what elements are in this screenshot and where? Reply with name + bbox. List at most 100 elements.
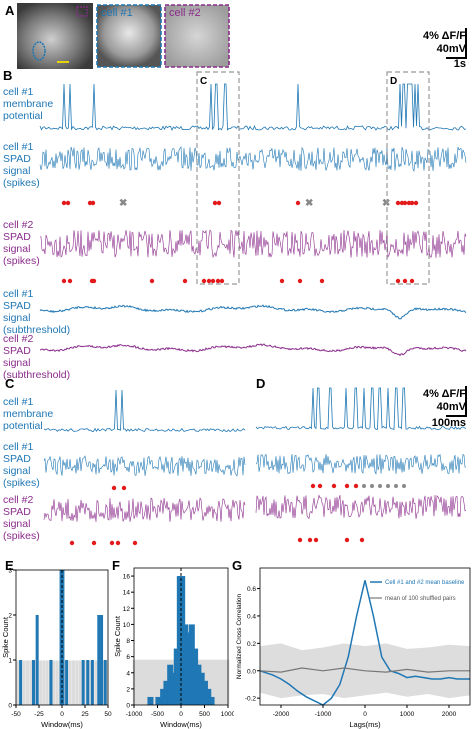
x-tick-label: 1000 — [400, 711, 415, 718]
spike-dot — [149, 278, 155, 284]
spike-dot — [61, 278, 67, 284]
shuffled-bar — [55, 660, 59, 705]
shuffled-bar — [209, 659, 216, 705]
scale-cd-dff: 4% ΔF/F — [423, 388, 466, 400]
y-axis-label: Spike Count — [1, 616, 10, 658]
x-tick-label: 25 — [81, 711, 89, 718]
y-axis-label: Spike Count — [113, 615, 122, 657]
spike-dot — [215, 278, 221, 284]
scale-a-time: 1s — [453, 58, 466, 70]
shuffled-bar — [29, 660, 33, 705]
spike-dot — [297, 278, 303, 284]
panel-cd-traces — [43, 387, 467, 546]
spike-dot — [295, 200, 301, 206]
trace-c-cell2-spad — [43, 497, 246, 523]
shuffled-bar — [159, 659, 166, 705]
spike-dot — [331, 483, 337, 489]
shuffled-bar — [146, 659, 153, 705]
shuffled-bar — [42, 660, 46, 705]
panel-label-c: C — [5, 376, 15, 391]
count-bar — [147, 696, 154, 705]
x-axis-label: Window(ms) — [41, 720, 83, 729]
y-tick-label: 12 — [123, 606, 131, 613]
panel-label-a: A — [5, 3, 15, 18]
scale-a-dff: 4% ΔF/F — [423, 30, 466, 42]
panel-label-b: B — [3, 68, 13, 83]
series-line-baseline — [259, 580, 470, 706]
count-bar — [59, 570, 63, 705]
trace-c-cell1-vm — [43, 389, 246, 432]
shuffled-bar — [213, 659, 220, 705]
y-tick-label: 0.2 — [247, 641, 256, 648]
series-line-shuffled — [259, 667, 470, 673]
panel-label-g: G — [232, 558, 243, 573]
y-tick-label: 0.4 — [247, 613, 256, 620]
shuffled-bar — [223, 659, 230, 705]
spike-dot — [111, 485, 117, 491]
x-axis-label: Window(ms) — [160, 720, 202, 729]
shuffled-bar — [156, 659, 163, 705]
missed-spike-dot — [370, 484, 374, 488]
y-tick-label: 10 — [123, 622, 131, 629]
shuffled-bar — [149, 659, 156, 705]
spike-dot — [319, 278, 325, 284]
count-bar — [192, 648, 199, 705]
spike-dot — [317, 483, 323, 489]
spike-dot — [409, 200, 415, 206]
shuffled-bar — [216, 659, 223, 705]
x-tick-label: -500 — [151, 711, 164, 718]
x-tick-label: -1000 — [126, 711, 143, 718]
x-tick-label: -2000 — [273, 711, 290, 718]
shuffled-bar — [136, 659, 143, 705]
shuffled-bar — [101, 660, 105, 705]
spike-dot — [395, 200, 401, 206]
scale-cd-mv: 40mV — [436, 401, 466, 413]
spike-dot — [109, 540, 115, 546]
legend-label-shuffled: mean of 100 shuffled pairs — [385, 596, 456, 602]
y-tick-label: 4 — [126, 670, 130, 677]
missed-spike-dot — [362, 484, 366, 488]
count-bar — [205, 688, 212, 705]
scale-a-mv: 40mV — [436, 43, 466, 55]
count-bar — [103, 660, 107, 705]
scale-bar-a — [446, 28, 467, 59]
spike-dot — [210, 278, 216, 284]
spike-dot — [67, 278, 73, 284]
shuffled-bar — [88, 660, 92, 705]
shuffled-bar — [16, 660, 20, 705]
count-bar — [19, 660, 23, 705]
count-bar — [81, 660, 85, 705]
y-tick-label: 0.0 — [247, 668, 256, 675]
count-bar — [179, 576, 186, 705]
y-tick-label: -0.2 — [245, 696, 257, 703]
count-bar — [208, 696, 215, 705]
x-tick-label: 2000 — [442, 711, 457, 718]
y-tick-label: 2 — [8, 613, 12, 620]
count-bar — [49, 660, 53, 705]
label-b-cell1-vm: cell #1 membrane potential — [3, 86, 54, 122]
spike-dot — [307, 537, 313, 543]
count-bar — [65, 660, 69, 705]
label-b-cell1-sub: cell #1 SPAD signal (subthreshold) — [3, 288, 71, 336]
x-tick-label: 0 — [179, 711, 183, 718]
chart-g: -2000 -1000 0 1000 2000 -0.2 0.0 0.2 0.4 0.6 Lags(… — [236, 567, 471, 729]
spike-dot — [297, 537, 303, 543]
count-bar — [100, 615, 104, 705]
spike-dot — [206, 278, 212, 284]
cell1-roi — [32, 41, 46, 61]
scale-cd-time: 100ms — [431, 417, 466, 429]
chart-e: -50 -25 0 25 50 0 1 2 3 Window(ms) Spike Count — [1, 568, 112, 729]
label-c-cell2-spad: cell #2 SPAD signal (spikes) — [3, 494, 40, 542]
spike-dot — [344, 537, 350, 543]
count-bar — [163, 680, 170, 705]
spike-dot — [182, 278, 188, 284]
count-bar — [97, 615, 101, 705]
count-bar — [167, 664, 174, 705]
missed-spike-dot — [378, 484, 382, 488]
y-tick-label: 3 — [8, 568, 12, 575]
missed-spike-marker: ✖ — [382, 198, 390, 209]
label-b-cell2-spad: cell #2 SPAD signal (spikes) — [3, 219, 40, 267]
x-axis-label: Lags(ms) — [349, 720, 381, 729]
y-tick-label: 16 — [123, 574, 131, 581]
x-tick-label: -1000 — [315, 711, 332, 718]
